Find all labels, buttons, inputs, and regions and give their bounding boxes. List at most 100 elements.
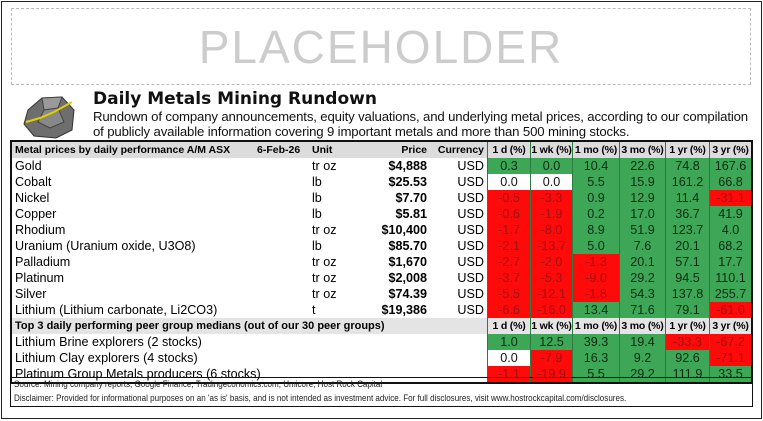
peers-header-label: Top 3 daily performing peer group median… — [15, 320, 385, 332]
metal-row: Copper lb $5.81 USD -0.6 -1.9 0.2 17.0 36.7 41.9 — [12, 206, 751, 222]
metal-row: Silver tr oz $74.39 USD -5.5 -12.1 -1.8 54.3 137… — [12, 286, 751, 302]
metal-name: Palladium — [15, 255, 71, 269]
header-period: 3 yr (%) — [709, 142, 751, 158]
performance-cell: 137.8 — [665, 286, 709, 302]
metal-row: Cobalt lb $25.53 USD 0.0 0.0 5.5 15.9 161.2 66.8 — [12, 174, 751, 190]
performance-cell: -2.1 — [487, 238, 530, 254]
metal-price: $85.70 — [388, 239, 427, 253]
metal-row: Nickel lb $7.70 USD -0.5 -3.3 0.9 12.9 11.4 -31.1 — [12, 190, 751, 206]
ore-rock-icon — [23, 96, 75, 139]
performance-cell: 36.7 — [665, 206, 709, 222]
performance-cell: -13.7 — [530, 238, 572, 254]
metal-currency: USD — [457, 271, 484, 285]
performance-cell: 71.6 — [619, 302, 665, 318]
performance-cell: -7.9 — [530, 350, 572, 366]
performance-cell: 79.1 — [665, 302, 709, 318]
header-period: 1 d (%) — [487, 318, 530, 334]
performance-cell: 0.2 — [572, 206, 619, 222]
metal-name: Rhodium — [15, 223, 66, 237]
performance-cell: 29.2 — [619, 270, 665, 286]
header-label: Metal prices by daily performance A/M AS… — [15, 144, 231, 156]
performance-cell: 4.0 — [709, 222, 751, 238]
performance-cell: 19.4 — [619, 334, 665, 350]
performance-cell: 51.9 — [619, 222, 665, 238]
metal-price: $10,400 — [381, 223, 427, 237]
header-period: 1 yr (%) — [665, 318, 709, 334]
date-spacer — [257, 254, 312, 270]
date-spacer — [257, 302, 312, 318]
performance-cell: -71.1 — [709, 350, 751, 366]
performance-cell: 57.1 — [665, 254, 709, 270]
date-spacer — [257, 222, 312, 238]
metal-currency: USD — [457, 255, 484, 269]
performance-cell: 12.9 — [619, 190, 665, 206]
performance-cell: 5.0 — [572, 238, 619, 254]
performance-cell: 68.2 — [709, 238, 751, 254]
metals-header-row: Metal prices by daily performance A/M AS… — [12, 142, 751, 158]
performance-cell: -5.5 — [487, 286, 530, 302]
performance-cell: -3.3 — [530, 190, 572, 206]
metal-unit: lb — [312, 175, 322, 189]
metals-table: Metal prices by daily performance A/M AS… — [10, 140, 753, 384]
performance-cell: 74.8 — [665, 158, 709, 174]
metal-name: Copper — [15, 207, 57, 221]
performance-cell: -33.3 — [665, 334, 709, 350]
performance-cell: -16.0 — [530, 302, 572, 318]
metal-unit: tr oz — [312, 255, 337, 269]
performance-cell: -1.8 — [572, 286, 619, 302]
header-period: 3 mo (%) — [619, 142, 665, 158]
header-currency: Currency — [437, 144, 484, 156]
performance-cell: 161.2 — [665, 174, 709, 190]
performance-cell: -0.5 — [487, 190, 530, 206]
metal-name: Cobalt — [15, 175, 52, 189]
date-spacer — [257, 286, 312, 302]
metal-name: Uranium (Uranium oxide, U3O8) — [15, 239, 196, 253]
performance-cell: 167.6 — [709, 158, 751, 174]
page-title: Daily Metals Mining Rundown — [93, 89, 377, 109]
performance-cell: 20.1 — [665, 238, 709, 254]
performance-cell: -2.0 — [530, 254, 572, 270]
performance-cell: 8.9 — [572, 222, 619, 238]
performance-cell: -8.0 — [530, 222, 572, 238]
date-spacer — [257, 158, 312, 174]
performance-cell: 0.9 — [572, 190, 619, 206]
performance-cell: 255.7 — [709, 286, 751, 302]
performance-cell: 9.2 — [619, 350, 665, 366]
performance-cell: -1.7 — [487, 222, 530, 238]
performance-cell: 11.4 — [665, 190, 709, 206]
performance-cell: 0.0 — [530, 158, 572, 174]
performance-cell: -67.2 — [709, 334, 751, 350]
performance-cell: -9.0 — [572, 270, 619, 286]
performance-cell: -5.3 — [530, 270, 572, 286]
metal-currency: USD — [457, 191, 484, 205]
metal-currency: USD — [457, 159, 484, 173]
header-period: 1 d (%) — [487, 142, 530, 158]
performance-cell: 15.9 — [619, 174, 665, 190]
performance-cell: 17.7 — [709, 254, 751, 270]
metal-currency: USD — [457, 175, 484, 189]
performance-cell: -1.9 — [530, 206, 572, 222]
performance-cell: -2.7 — [487, 254, 530, 270]
header-period: 1 wk (%) — [530, 142, 572, 158]
performance-cell: -31.1 — [709, 190, 751, 206]
peer-row: Platinum Group Metals producers (6 stock… — [12, 366, 751, 382]
metal-unit: t — [312, 303, 316, 317]
performance-cell: 0.0 — [530, 174, 572, 190]
header-period: 1 yr (%) — [665, 142, 709, 158]
performance-cell: 16.3 — [572, 350, 619, 366]
metal-unit: tr oz — [312, 287, 337, 301]
header-period: 3 mo (%) — [619, 318, 665, 334]
header-period: 3 yr (%) — [709, 318, 751, 334]
performance-cell: -12.1 — [530, 286, 572, 302]
performance-cell: 66.8 — [709, 174, 751, 190]
metal-currency: USD — [457, 239, 484, 253]
metal-price: $7.70 — [395, 191, 427, 205]
peer-name: Lithium Brine explorers (2 stocks) — [15, 335, 202, 349]
metal-currency: USD — [457, 287, 484, 301]
performance-cell: 54.3 — [619, 286, 665, 302]
metal-row: Platinum tr oz $2,008 USD -3.7 -5.3 -9.0 29.2 94… — [12, 270, 751, 286]
metal-name: Platinum — [15, 271, 64, 285]
date-spacer — [257, 270, 312, 286]
date-spacer — [257, 238, 312, 254]
header-period: 1 mo (%) — [572, 318, 619, 334]
